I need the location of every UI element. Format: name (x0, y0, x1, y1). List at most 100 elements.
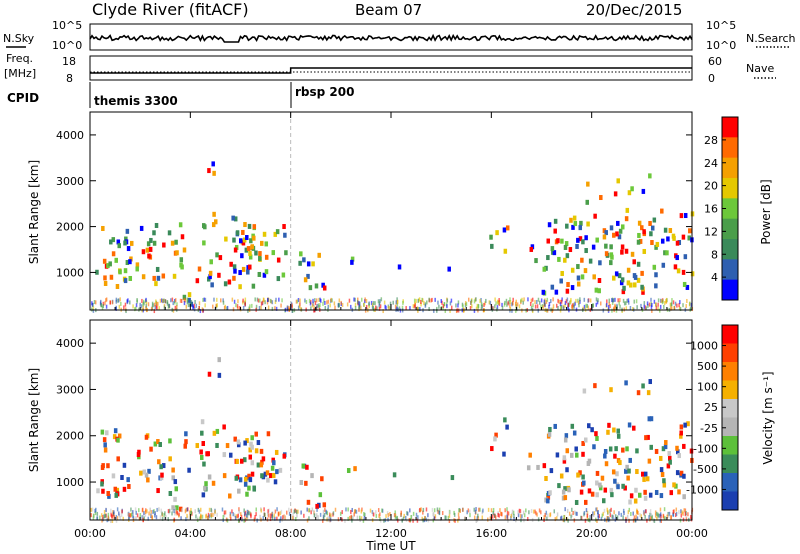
data-cell (542, 266, 547, 272)
data-cell (581, 474, 585, 480)
ground-scatter-cell (184, 509, 187, 514)
ground-scatter-cell (244, 302, 246, 307)
data-cell (274, 449, 279, 455)
data-cell (603, 449, 608, 455)
data-cell (222, 424, 226, 430)
ground-scatter-cell (377, 508, 380, 513)
ground-scatter-cell (392, 300, 394, 305)
data-cell (113, 486, 118, 492)
ground-scatter-cell (107, 512, 110, 517)
ground-scatter-cell (244, 511, 246, 516)
ground-scatter-cell (276, 507, 278, 512)
ground-scatter-cell (259, 298, 261, 303)
ground-scatter-cell (563, 514, 565, 519)
ground-scatter-cell (374, 305, 377, 310)
data-cell (490, 243, 494, 249)
ground-scatter-cell (628, 507, 631, 512)
ground-scatter-cell (464, 301, 467, 306)
data-cell (275, 469, 279, 475)
data-cell (126, 246, 131, 252)
data-cell (203, 224, 207, 230)
ground-scatter-cell (568, 511, 571, 516)
ground-scatter-cell (161, 298, 163, 303)
ground-scatter-cell (269, 513, 272, 518)
ground-scatter-cell (358, 305, 360, 310)
ground-scatter-cell (303, 513, 305, 518)
ground-scatter-cell (635, 299, 638, 304)
data-cell (250, 471, 255, 477)
ground-scatter-cell (494, 297, 496, 302)
ground-scatter-cell (276, 516, 278, 521)
ground-scatter-cell (193, 303, 196, 308)
data-cell (235, 458, 239, 464)
ground-scatter-cell (322, 509, 325, 514)
data-cell (571, 224, 575, 230)
ground-scatter-cell (178, 512, 180, 517)
ground-scatter-cell (527, 297, 529, 302)
ground-scatter-cell (237, 306, 239, 311)
ground-scatter-cell (135, 516, 137, 521)
data-cell (681, 269, 686, 275)
ground-scatter-cell (530, 508, 533, 513)
ground-scatter-cell (329, 514, 331, 519)
data-cell (174, 486, 179, 492)
data-cell (111, 237, 116, 243)
data-cell (503, 248, 508, 254)
data-cell (607, 422, 611, 428)
ground-scatter-cell (202, 297, 204, 302)
ground-scatter-cell (145, 300, 148, 305)
ground-scatter-cell (422, 510, 424, 515)
ground-scatter-cell (643, 511, 645, 516)
data-cell (529, 246, 534, 252)
ground-scatter-cell (308, 516, 310, 521)
ground-scatter-cell (130, 512, 132, 517)
data-cell (675, 470, 680, 476)
ground-scatter-cell (143, 301, 145, 306)
ground-scatter-cell (96, 516, 99, 521)
cpid-label: CPID (7, 91, 39, 105)
data-cell (254, 448, 259, 454)
ground-scatter-cell (509, 300, 512, 305)
ground-scatter-cell (663, 507, 666, 512)
data-cell (256, 440, 261, 446)
data-cell (282, 224, 286, 230)
data-cell (303, 277, 308, 283)
ground-scatter-cell (507, 518, 509, 523)
ground-scatter-cell (633, 299, 636, 304)
ground-scatter-cell (586, 513, 589, 518)
data-cell (632, 425, 636, 431)
ground-scatter-cell (438, 510, 441, 515)
ground-scatter-cell (475, 297, 477, 302)
data-cell (200, 430, 204, 436)
ground-scatter-cell (267, 305, 270, 310)
data-cell (212, 430, 217, 436)
data-cell (127, 484, 131, 490)
ground-scatter-cell (94, 508, 96, 513)
data-cell (160, 472, 164, 478)
power-ylabel: Slant Range [km] (27, 160, 41, 264)
nsky-label: N.Sky (3, 32, 35, 45)
data-cell (624, 216, 629, 222)
ground-scatter-cell (685, 304, 687, 309)
data-cell (259, 448, 264, 454)
ground-scatter-cell (611, 308, 613, 313)
ground-scatter-cell (350, 514, 352, 519)
ground-scatter-cell (592, 303, 594, 308)
data-cell (655, 241, 660, 247)
data-cell (668, 455, 672, 461)
ground-scatter-cell (130, 507, 132, 512)
data-cell (311, 261, 315, 267)
ground-scatter-cell (292, 515, 294, 520)
ground-scatter-cell (143, 516, 145, 521)
ground-scatter-cell (409, 508, 411, 513)
data-cell (559, 278, 563, 284)
ground-scatter-cell (189, 510, 191, 515)
ground-scatter-cell (689, 301, 691, 306)
data-cell (572, 215, 577, 221)
data-cell (101, 488, 105, 494)
data-cell (546, 498, 550, 504)
ground-scatter-cell (156, 507, 158, 512)
ground-scatter-cell (109, 300, 112, 305)
data-cell (252, 224, 257, 230)
